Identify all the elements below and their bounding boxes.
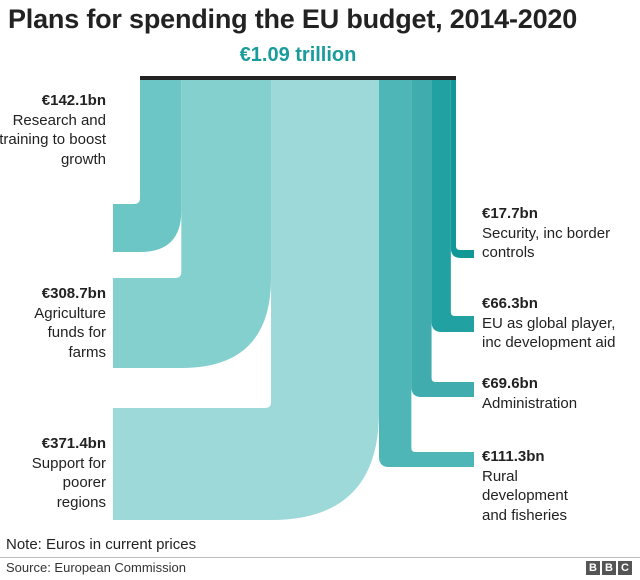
flow-text: Security, inc border controls [482, 224, 611, 262]
chart-title: Plans for spending the EU budget, 2014-2… [8, 4, 578, 34]
logo-letter: B [602, 561, 616, 575]
flow-research [113, 80, 182, 252]
flow-label-rural: €111.3bn Rural development and fisheries [482, 447, 592, 525]
flow-security [450, 80, 474, 258]
bbc-logo: B B C [586, 561, 632, 575]
logo-letter: C [618, 561, 632, 575]
flow-value: €17.7bn [482, 205, 538, 222]
flow-label-research: €142.1bn Research and training to boost … [0, 91, 106, 169]
flow-value: €111.3bn [482, 448, 545, 465]
total-bar [140, 76, 456, 80]
flow-global-player [431, 80, 474, 332]
source: Source: European Commission [6, 560, 186, 575]
flow-text: EU as global player, inc development aid [482, 314, 616, 352]
flow-label-administration: €69.6bn Administration [482, 374, 632, 413]
flow-label-poorer-regions: €371.4bn Support for poorer regions [14, 434, 106, 512]
flow-value: €69.6bn [482, 375, 538, 392]
flow-text: Rural development and fisheries [482, 467, 568, 524]
flow-rural [378, 80, 474, 467]
total-label: €1.09 trillion [239, 44, 357, 66]
flow-label-global-player: €66.3bn EU as global player, inc develop… [482, 294, 632, 353]
flow-administration [411, 80, 474, 397]
note: Note: Euros in current prices [6, 536, 197, 553]
flow-text: Agriculture funds for farms [34, 304, 106, 361]
flow-poorer-regions [113, 80, 379, 520]
flow-text: Support for poorer regions [31, 454, 106, 511]
flow-value: €66.3bn [482, 295, 538, 312]
flow-value: €308.7bn [41, 285, 106, 302]
flow-value: €142.1bn [41, 92, 106, 109]
flow-value: €371.4bn [41, 435, 106, 452]
flow-label-agriculture: €308.7bn Agriculture funds for farms [14, 284, 106, 362]
flow-agriculture [113, 80, 272, 368]
flow-text: Administration [482, 394, 578, 412]
footer-divider [0, 557, 640, 558]
logo-letter: B [586, 561, 600, 575]
flow-label-security: €17.7bn Security, inc border controls [482, 204, 632, 263]
flow-text: Research and training to boost growth [0, 111, 106, 168]
